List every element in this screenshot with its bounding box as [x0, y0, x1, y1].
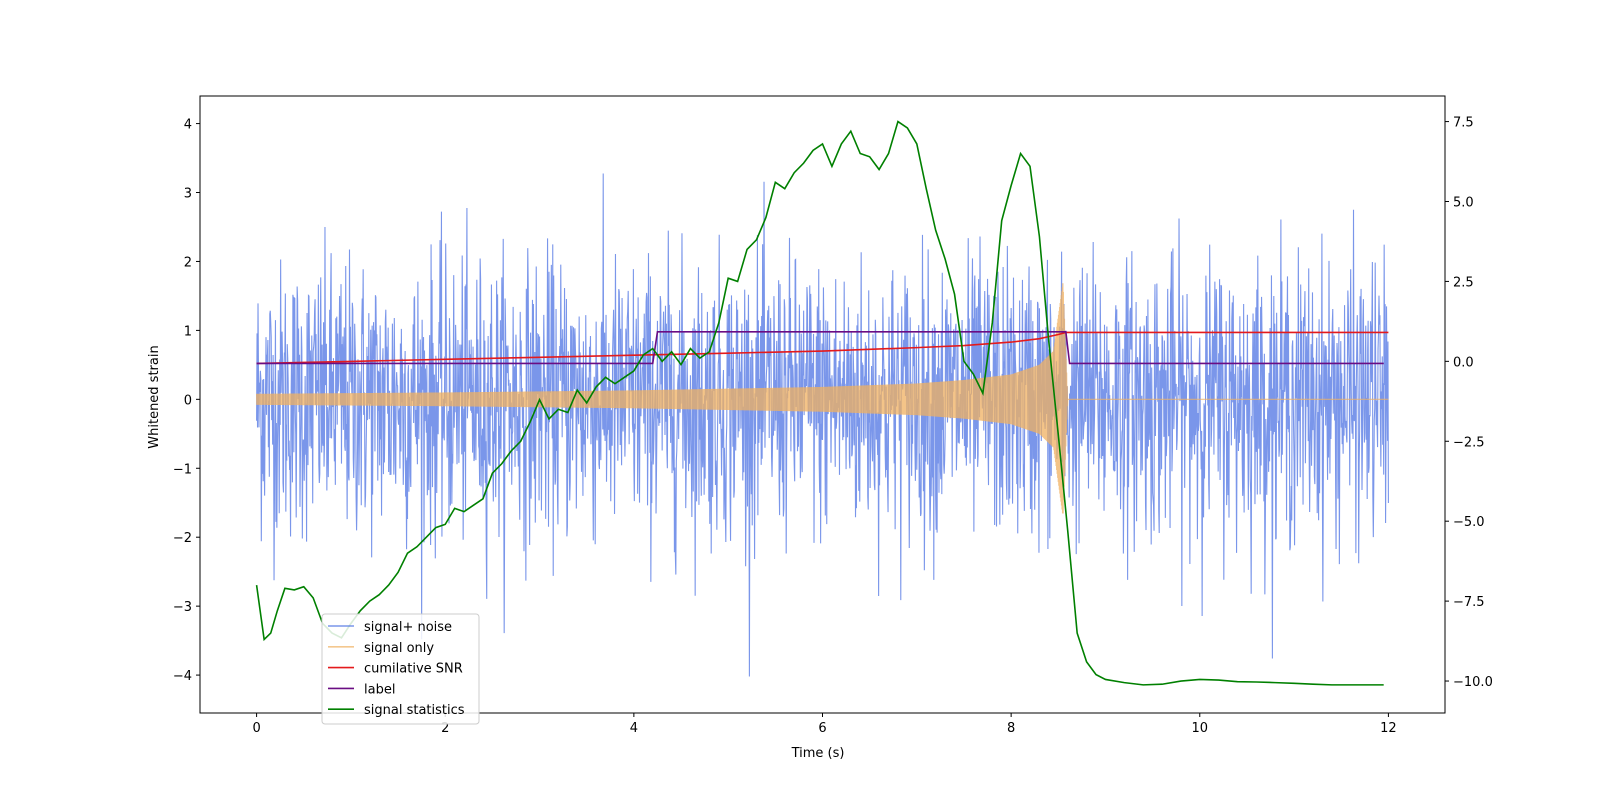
x-tick-label: 10	[1191, 721, 1208, 736]
series-signal-statistics	[255, 120, 1384, 686]
y-tick-label: −1	[173, 462, 192, 477]
y-axis-label: Whitened strain	[147, 345, 162, 448]
x-tick-label: 6	[818, 721, 826, 736]
y-right-tick-label: 2.5	[1453, 275, 1474, 290]
x-tick-label: 0	[252, 721, 260, 736]
series-cumulative-snr	[256, 331, 1389, 365]
y-tick-label: 1	[184, 324, 192, 339]
y-tick-label: 3	[184, 187, 192, 202]
y-tick-label: −4	[173, 669, 192, 684]
series-signal-only	[255, 283, 1389, 514]
legend-entry: cumilative SNR	[364, 662, 463, 677]
legend-entry: signal only	[364, 641, 434, 656]
x-tick-label: 4	[630, 721, 638, 736]
y-right-tick-label: 0.0	[1453, 355, 1474, 370]
y-tick-label: −3	[173, 600, 192, 615]
y-tick-label: −2	[173, 531, 192, 546]
legend-entry: label	[364, 682, 395, 697]
y-right-tick-label: −5.0	[1453, 515, 1485, 530]
y-right-tick-label: −7.5	[1453, 595, 1485, 610]
legend-entry: signal statistics	[364, 703, 465, 718]
y-tick-label: 0	[184, 393, 192, 408]
y-right-tick-label: −2.5	[1453, 435, 1485, 450]
y-tick-label: 4	[184, 118, 192, 133]
y-right-tick-label: 5.0	[1453, 195, 1474, 210]
x-axis-label: Time (s)	[791, 746, 845, 761]
series-label	[256, 330, 1384, 365]
legend-entry: signal+ noise	[364, 620, 452, 635]
x-tick-label: 12	[1380, 721, 1397, 736]
y-tick-label: 2	[184, 255, 192, 270]
x-tick-label: 2	[441, 721, 449, 736]
y-right-tick-label: 7.5	[1453, 116, 1474, 131]
x-tick-label: 8	[1007, 721, 1015, 736]
series-signal-plus-noise	[256, 173, 1389, 677]
legend: signal+ noise signal only cumilative SNR la…	[321, 613, 480, 725]
y-right-tick-label: −10.0	[1453, 675, 1493, 690]
